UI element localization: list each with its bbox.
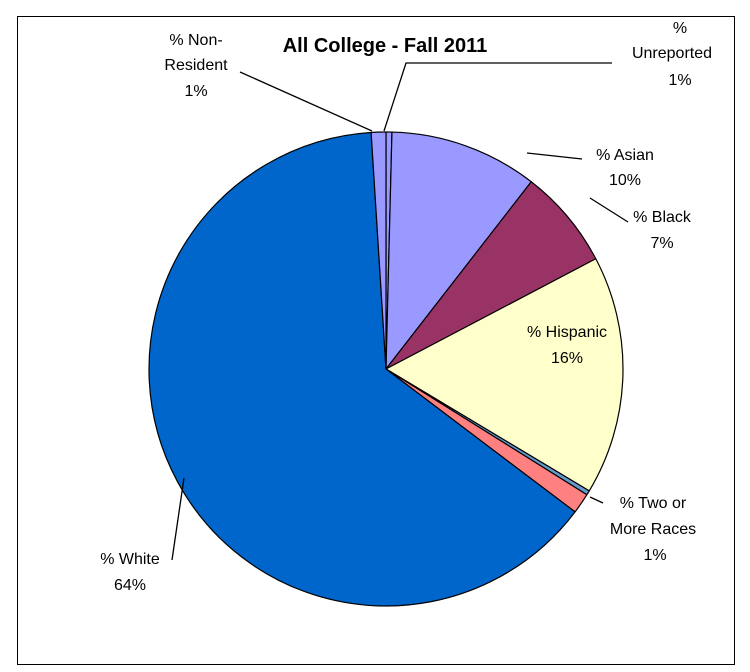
label-non-resident: % Non- Resident 1% bbox=[164, 32, 228, 100]
label-asian-pct: 10% bbox=[609, 172, 641, 189]
label-unreported: % Unreported 1% bbox=[632, 20, 712, 89]
leader-unreported bbox=[383, 62, 612, 132]
label-asian-name: % Asian bbox=[596, 147, 654, 164]
label-unreported-line2: Unreported bbox=[632, 45, 712, 62]
pie-slices bbox=[148, 131, 624, 607]
chart-title: All College - Fall 2011 bbox=[283, 35, 488, 57]
label-two-or-more: % Two or More Races 1% bbox=[610, 495, 696, 564]
label-black: % Black 7% bbox=[633, 209, 692, 252]
pie-slice-6 bbox=[148, 131, 576, 607]
label-hispanic: % Hispanic 16% bbox=[527, 324, 607, 367]
label-non-resident-pct: 1% bbox=[184, 83, 207, 100]
label-black-name: % Black bbox=[633, 209, 692, 226]
label-white: % White 64% bbox=[100, 551, 160, 594]
label-black-pct: 7% bbox=[650, 235, 673, 252]
label-two-or-more-line2: More Races bbox=[610, 521, 696, 538]
pie-slice-1 bbox=[385, 131, 532, 370]
label-hispanic-pct: 16% bbox=[551, 350, 583, 367]
label-non-resident-line2: Resident bbox=[164, 57, 228, 74]
leader-non-resident bbox=[239, 71, 373, 132]
leader-white bbox=[171, 477, 185, 561]
label-asian: % Asian 10% bbox=[596, 147, 654, 189]
label-white-name: % White bbox=[100, 551, 160, 568]
label-two-or-more-pct: 1% bbox=[643, 547, 666, 564]
label-non-resident-line1: % Non- bbox=[169, 32, 222, 49]
pie-slice-3 bbox=[385, 258, 624, 492]
label-hispanic-name: % Hispanic bbox=[527, 324, 607, 341]
leader-two-or-more bbox=[589, 496, 604, 504]
label-unreported-line1: % bbox=[673, 20, 687, 37]
leader-asian bbox=[526, 152, 583, 160]
leader-black bbox=[589, 197, 629, 223]
leader-lines bbox=[171, 62, 629, 561]
label-unreported-pct: 1% bbox=[668, 72, 691, 89]
pie-slice-7 bbox=[370, 131, 387, 370]
label-white-pct: 64% bbox=[114, 577, 146, 594]
label-two-or-more-line1: % Two or bbox=[620, 495, 687, 512]
